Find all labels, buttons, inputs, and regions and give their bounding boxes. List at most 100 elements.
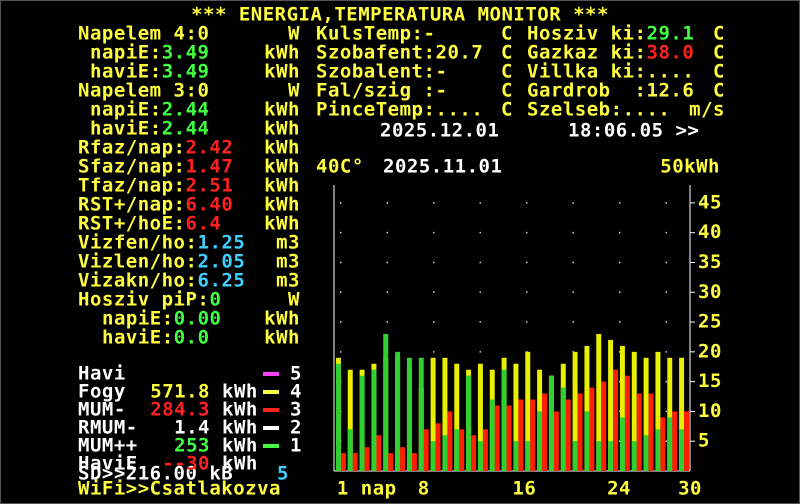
bar [489, 399, 495, 471]
row-unit: kWh [264, 327, 300, 349]
legend-value: 1.4 [174, 417, 210, 439]
row-unit: m3 [276, 251, 300, 273]
row-label: RST+/hoE: [78, 213, 185, 235]
row-label: Fal/szig : [316, 80, 435, 102]
bar [542, 393, 548, 471]
bar [530, 399, 536, 471]
row-value: 0.0 [174, 327, 210, 349]
bar [506, 405, 512, 471]
bar [596, 333, 602, 471]
row-unit: kWh [264, 194, 300, 216]
bar [435, 423, 441, 471]
bar [430, 357, 436, 471]
row-label: Vizakn/ho: [78, 270, 197, 292]
bar [477, 363, 483, 471]
row-label: Napelem 4: [78, 23, 197, 45]
row-value: 2.44 [162, 118, 210, 140]
row-label: Gazkaz ki: [527, 42, 646, 64]
legend-swatch [263, 390, 279, 394]
row-label: Napelem 3: [78, 80, 197, 102]
row-unit: m3 [276, 232, 300, 254]
row-unit: kWh [264, 61, 300, 83]
row-unit: W [288, 23, 300, 45]
row-value: 1.47 [186, 156, 234, 178]
bar [423, 429, 429, 471]
row-value: .... [436, 99, 484, 121]
bar [518, 399, 524, 471]
bar [565, 399, 571, 471]
row-value: 6.4 [186, 213, 222, 235]
row-unit: kWh [264, 42, 300, 64]
bar [679, 429, 685, 471]
bar [648, 393, 654, 471]
date: 2025.12.01 [380, 120, 499, 142]
row-label: Sfaz/nap: [78, 156, 185, 178]
legend-label: Havi [78, 363, 126, 385]
bar [347, 369, 353, 471]
bar [655, 429, 661, 471]
y-tick-label: 45 [698, 191, 722, 213]
time: 18:06.05 >> [568, 120, 699, 142]
legend-label: RMUM- [78, 417, 138, 439]
bar [418, 357, 424, 471]
bar [482, 429, 488, 471]
bar [660, 417, 666, 471]
row-unit: C [713, 61, 725, 83]
bar [471, 435, 477, 471]
bar [601, 381, 607, 471]
row-label: Hosziv piP: [78, 289, 209, 311]
row-label: haviE: [90, 61, 162, 83]
bar [359, 375, 365, 471]
scale-label: 50kWh [660, 156, 720, 178]
row-value: .... [623, 99, 671, 121]
x-tick-label: 24 [607, 478, 631, 500]
row-value: 20.7 [436, 42, 484, 64]
row-value: .... [647, 61, 695, 83]
bar [624, 375, 630, 471]
legend-unit: kWh [222, 435, 258, 457]
row-label: Szobafent: [316, 42, 435, 64]
temp-label: 40C° [316, 156, 364, 178]
bar [513, 441, 519, 471]
legend-unit: kWh [222, 453, 258, 475]
row-value: 2.44 [162, 99, 210, 121]
row-label: Vizfen/ho: [78, 232, 197, 254]
row-value: 12.6 [647, 80, 695, 102]
sd-status: SD>>216.00 kB [78, 463, 233, 485]
bar [340, 453, 346, 471]
bar [411, 453, 417, 471]
bar [371, 369, 377, 471]
bar [477, 441, 483, 471]
row-value: 0 [198, 23, 210, 45]
row-unit: W [288, 289, 300, 311]
y-tick-label: 5 [698, 430, 710, 452]
legend-swatch [263, 444, 279, 448]
bar [388, 453, 394, 471]
row-value: 6.40 [186, 194, 234, 216]
bar [383, 333, 389, 471]
y-tick-label: 20 [698, 340, 722, 362]
row-label: RST+/nap: [78, 194, 185, 216]
row-value: 29.1 [647, 23, 695, 45]
row-unit: kWh [264, 118, 300, 140]
legend-label: Fogy [78, 381, 126, 403]
row-label: haviE: [102, 327, 174, 349]
bar [400, 447, 406, 471]
bar [406, 357, 412, 471]
row-unit: m3 [276, 270, 300, 292]
bar [454, 429, 460, 471]
y-tick-label: 10 [698, 400, 722, 422]
bar [655, 351, 661, 471]
bar [352, 453, 358, 471]
bar [572, 351, 578, 471]
y-tick-label: 25 [698, 311, 722, 333]
row-unit: C [501, 42, 513, 64]
legend-swatch [263, 408, 279, 412]
row-unit: W [288, 80, 300, 102]
bar [619, 345, 625, 471]
bar [619, 417, 625, 471]
bar [684, 411, 690, 471]
legend-key: 4 [290, 381, 302, 403]
row-label: Gardrob : [527, 80, 646, 102]
row-value: 0 [209, 289, 221, 311]
